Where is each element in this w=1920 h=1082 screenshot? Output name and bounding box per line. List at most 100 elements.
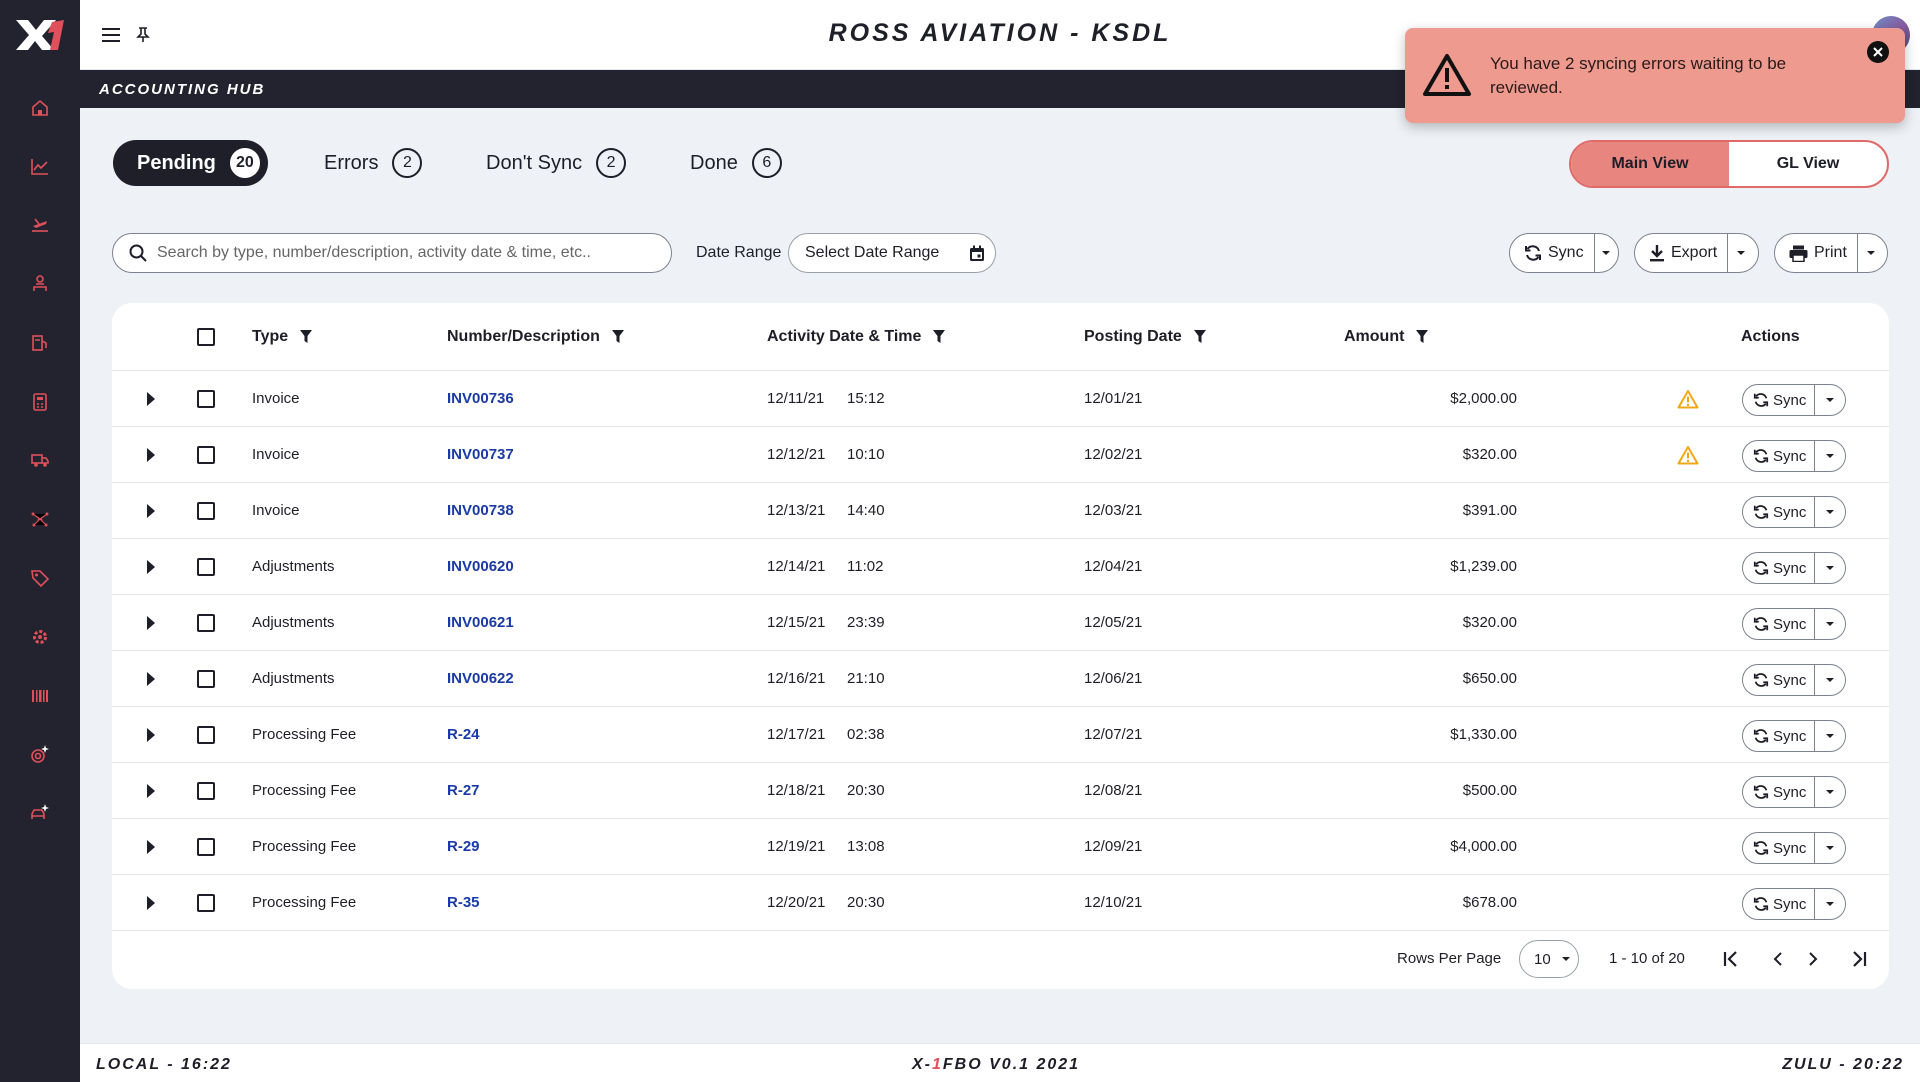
row-sync-button[interactable]: Sync: [1743, 497, 1816, 527]
rows-per-page-select[interactable]: 10: [1519, 940, 1579, 978]
table-row[interactable]: Processing Fee R-35 12/20/21 20:30 12/10/21 $…: [112, 875, 1889, 931]
row-sync-button[interactable]: Sync: [1743, 777, 1816, 807]
expand-row-icon[interactable]: [146, 483, 156, 538]
date-range-picker[interactable]: Select Date Range: [788, 233, 996, 273]
expand-row-icon[interactable]: [146, 763, 156, 818]
warning-icon[interactable]: [1677, 371, 1699, 426]
filter-icon[interactable]: [1416, 329, 1429, 344]
row-sync-caret-icon[interactable]: [1815, 397, 1845, 403]
row-checkbox[interactable]: [197, 781, 215, 800]
tag-icon[interactable]: [26, 564, 54, 592]
row-sync-caret-icon[interactable]: [1815, 789, 1845, 795]
last-page-icon[interactable]: [1845, 945, 1873, 973]
filter-icon[interactable]: [300, 329, 313, 344]
tab-dont-sync[interactable]: Don't Sync 2: [486, 140, 627, 186]
number-link[interactable]: INV00622: [447, 670, 514, 687]
truck-icon[interactable]: [26, 446, 54, 474]
departure-icon[interactable]: [26, 211, 54, 239]
row-checkbox[interactable]: [197, 613, 215, 632]
search-input[interactable]: [157, 244, 637, 262]
number-link[interactable]: INV00738: [447, 502, 514, 519]
row-checkbox[interactable]: [197, 445, 215, 464]
number-link[interactable]: INV00621: [447, 614, 514, 631]
sync-all-button[interactable]: Sync: [1510, 234, 1595, 272]
row-checkbox[interactable]: [197, 725, 215, 744]
table-row[interactable]: Processing Fee R-27 12/18/21 20:30 12/08/21 $…: [112, 763, 1889, 819]
table-row[interactable]: Processing Fee R-29 12/19/21 13:08 12/09/21 $…: [112, 819, 1889, 875]
filter-icon[interactable]: [611, 329, 624, 344]
warning-icon[interactable]: [1677, 427, 1699, 482]
row-sync-button[interactable]: Sync: [1743, 441, 1816, 471]
number-link[interactable]: R-24: [447, 726, 480, 743]
table-row[interactable]: Adjustments INV00622 12/16/21 21:10 12/06/21…: [112, 651, 1889, 707]
expand-row-icon[interactable]: [146, 651, 156, 706]
expand-row-icon[interactable]: [146, 707, 156, 762]
table-row[interactable]: Invoice INV00736 12/11/21 15:12 12/01/21 $2,0…: [112, 371, 1889, 427]
row-sync-button[interactable]: Sync: [1743, 609, 1816, 639]
filter-icon[interactable]: [1193, 329, 1206, 344]
expand-row-icon[interactable]: [146, 875, 156, 930]
target-sparkle-icon[interactable]: [26, 740, 54, 768]
table-row[interactable]: Adjustments INV00621 12/15/21 23:39 12/05/21…: [112, 595, 1889, 651]
expand-row-icon[interactable]: [146, 595, 156, 650]
row-sync-caret-icon[interactable]: [1815, 509, 1845, 515]
number-link[interactable]: INV00620: [447, 558, 514, 575]
fuel-icon[interactable]: [26, 329, 54, 357]
number-link[interactable]: R-27: [447, 782, 480, 799]
print-button[interactable]: Print: [1775, 234, 1858, 272]
tab-done[interactable]: Done 6: [690, 140, 782, 186]
person-icon[interactable]: [26, 270, 54, 298]
row-sync-caret-icon[interactable]: [1815, 453, 1845, 459]
export-dropdown-caret-icon[interactable]: [1728, 250, 1754, 256]
expand-row-icon[interactable]: [146, 371, 156, 426]
table-row[interactable]: Adjustments INV00620 12/14/21 11:02 12/04/21…: [112, 539, 1889, 595]
print-dropdown-caret-icon[interactable]: [1858, 250, 1884, 256]
car-sparkle-icon[interactable]: [26, 799, 54, 827]
row-checkbox[interactable]: [197, 669, 215, 688]
row-checkbox[interactable]: [197, 893, 215, 912]
row-checkbox[interactable]: [197, 389, 215, 408]
close-icon[interactable]: [1867, 41, 1889, 63]
network-icon[interactable]: [26, 505, 54, 533]
previous-page-icon[interactable]: [1764, 945, 1792, 973]
export-button[interactable]: Export: [1635, 234, 1729, 272]
number-link[interactable]: INV00736: [447, 390, 514, 407]
main-view-button[interactable]: Main View: [1571, 142, 1729, 186]
row-sync-caret-icon[interactable]: [1815, 845, 1845, 851]
tab-pending[interactable]: Pending 20: [113, 140, 268, 186]
gear-icon[interactable]: [26, 623, 54, 651]
number-link[interactable]: INV00737: [447, 446, 514, 463]
table-row[interactable]: Invoice INV00738 12/13/21 14:40 12/03/21 $391…: [112, 483, 1889, 539]
calculator-icon[interactable]: [26, 388, 54, 416]
select-all-checkbox[interactable]: [197, 327, 215, 346]
row-sync-button[interactable]: Sync: [1743, 665, 1816, 695]
row-sync-button[interactable]: Sync: [1743, 553, 1816, 583]
row-sync-button[interactable]: Sync: [1743, 721, 1816, 751]
number-link[interactable]: R-35: [447, 894, 480, 911]
expand-row-icon[interactable]: [146, 819, 156, 874]
row-sync-caret-icon[interactable]: [1815, 565, 1845, 571]
tab-errors[interactable]: Errors 2: [324, 140, 423, 186]
pin-icon[interactable]: [130, 22, 156, 48]
sync-dropdown-caret-icon[interactable]: [1595, 250, 1618, 256]
row-sync-caret-icon[interactable]: [1815, 733, 1845, 739]
number-link[interactable]: R-29: [447, 838, 480, 855]
expand-row-icon[interactable]: [146, 427, 156, 482]
row-checkbox[interactable]: [197, 837, 215, 856]
row-sync-button[interactable]: Sync: [1743, 889, 1816, 919]
row-sync-button[interactable]: Sync: [1743, 385, 1816, 415]
row-sync-caret-icon[interactable]: [1815, 677, 1845, 683]
x1-logo[interactable]: [14, 16, 66, 52]
chart-icon[interactable]: [26, 153, 54, 181]
row-sync-button[interactable]: Sync: [1743, 833, 1816, 863]
menu-icon[interactable]: [98, 22, 124, 48]
home-icon[interactable]: [26, 94, 54, 122]
row-checkbox[interactable]: [197, 501, 215, 520]
gl-view-button[interactable]: GL View: [1776, 155, 1840, 172]
table-row[interactable]: Processing Fee R-24 12/17/21 02:38 12/07/21 $…: [112, 707, 1889, 763]
expand-row-icon[interactable]: [146, 539, 156, 594]
table-row[interactable]: Invoice INV00737 12/12/21 10:10 12/02/21 $320…: [112, 427, 1889, 483]
row-sync-caret-icon[interactable]: [1815, 621, 1845, 627]
first-page-icon[interactable]: [1717, 945, 1745, 973]
filter-icon[interactable]: [933, 329, 946, 344]
